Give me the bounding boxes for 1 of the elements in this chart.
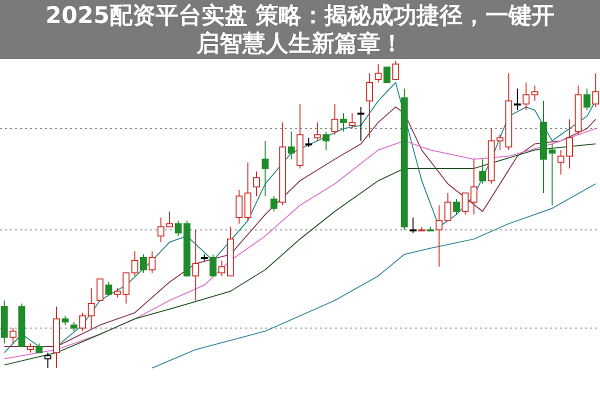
chart-title: 2025配资平台实盘 策略：揭秘成功捷径，一键开启智慧人生新篇章！ (44, 2, 556, 58)
